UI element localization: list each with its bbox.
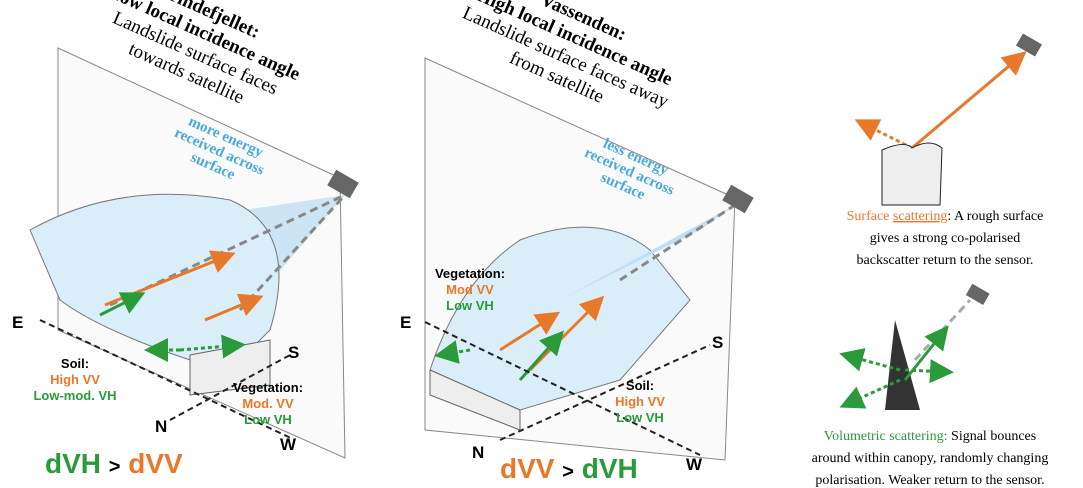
- volumetric-description: polarisation. Weaker return to the senso…: [815, 473, 1044, 488]
- text-part: dVV: [128, 448, 183, 479]
- direction: E: [400, 313, 411, 332]
- panel-middle: Vassenden: High local incidence angle La…: [400, 0, 754, 484]
- surface-description: Surface scattering: A rough surface: [847, 209, 1044, 224]
- text-part: Signal bounces: [948, 429, 1037, 444]
- panel-right: Surface scattering: A rough surface give…: [812, 33, 1049, 488]
- text-part: dVH: [45, 448, 101, 479]
- label-title: Vegetation:: [435, 266, 505, 281]
- label-line: Mod VV: [446, 282, 494, 297]
- text-part: dVV: [500, 453, 555, 484]
- text-part: scattering: [893, 209, 947, 224]
- arrow: [905, 330, 945, 380]
- label-title: Soil:: [626, 378, 654, 393]
- slope: [30, 194, 279, 360]
- comparison: dVH > dVV: [45, 448, 183, 479]
- label-line: High VV: [50, 372, 100, 387]
- label-line: High VV: [615, 394, 665, 409]
- label-line: Mod. VV: [242, 396, 294, 411]
- direction: S: [712, 333, 723, 352]
- shape: [885, 320, 920, 410]
- panel-left: Tindefjellet: Low local incidence angle …: [12, 0, 359, 479]
- text-part: Volumetric scattering:: [824, 429, 948, 444]
- text-part: >: [109, 456, 121, 478]
- direction: W: [686, 455, 703, 474]
- arrow: [915, 300, 970, 360]
- arrow: [912, 55, 1022, 148]
- text-part: : A rough surface: [947, 209, 1043, 224]
- text-part: >: [562, 461, 574, 483]
- volumetric-description: Volumetric scattering: Signal bounces: [824, 429, 1036, 444]
- direction: N: [472, 443, 484, 462]
- direction: W: [280, 435, 297, 454]
- shape: [882, 143, 942, 205]
- label-line: Low VH: [616, 410, 664, 425]
- comparison: dVV > dVH: [500, 453, 638, 484]
- text-part: dVH: [582, 453, 638, 484]
- label-title: Soil:: [61, 356, 89, 371]
- label-line: Low VH: [244, 412, 292, 427]
- shape: [1016, 33, 1042, 56]
- label-title: Vegetation:: [233, 380, 303, 395]
- label-line: Low VH: [446, 298, 494, 313]
- text-part: Surface: [847, 209, 890, 224]
- surface-description: backscatter return to the sensor.: [857, 253, 1034, 268]
- direction: E: [12, 313, 23, 332]
- label-line: Low-mod. VH: [33, 388, 116, 403]
- diagram: Tindefjellet: Low local incidence angle …: [0, 0, 1083, 488]
- direction: S: [288, 343, 299, 362]
- volumetric-description: around within canopy, randomly changing: [812, 451, 1049, 466]
- surface-description: gives a strong co-polarised: [870, 231, 1020, 246]
- direction: N: [155, 417, 167, 436]
